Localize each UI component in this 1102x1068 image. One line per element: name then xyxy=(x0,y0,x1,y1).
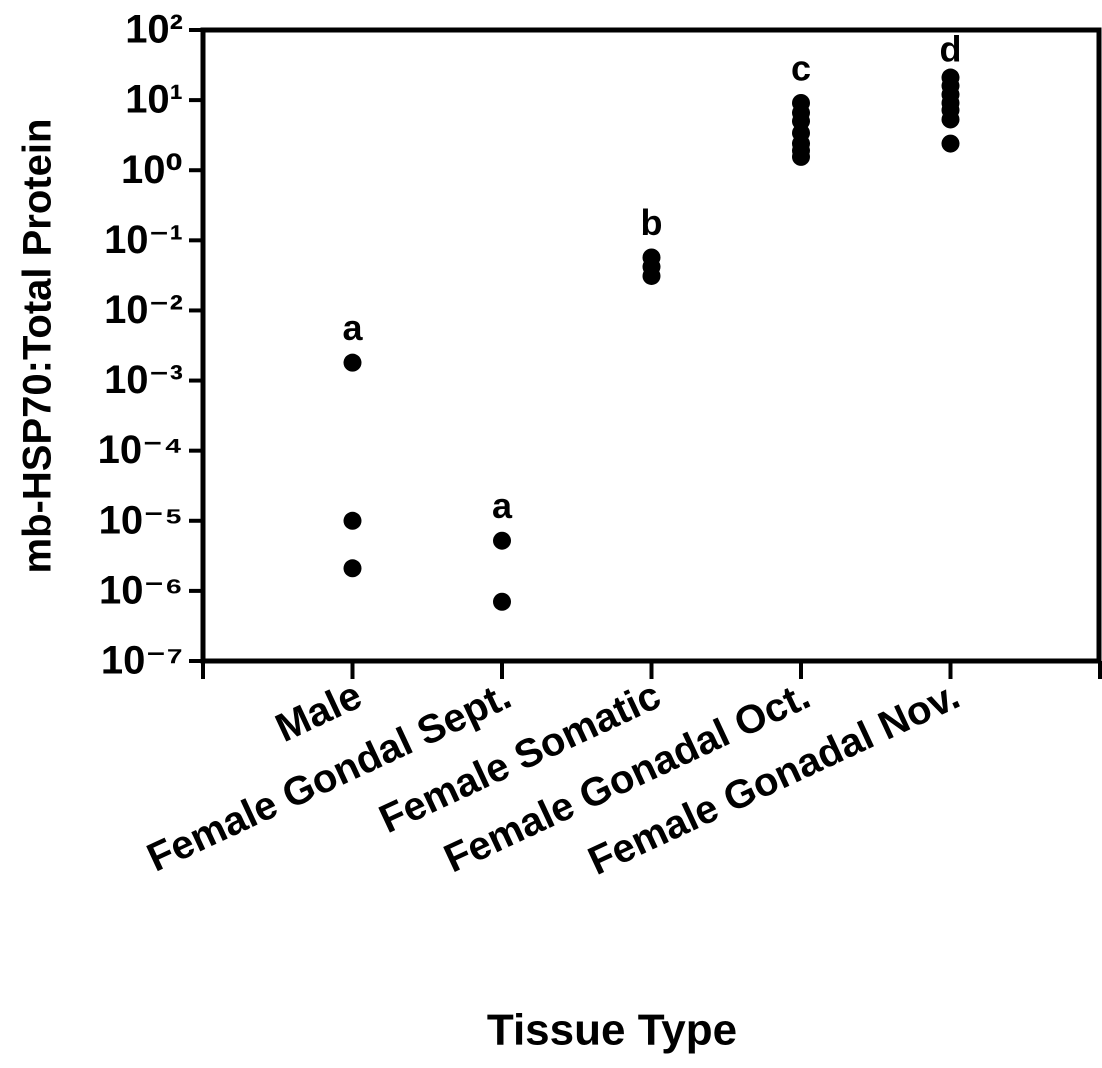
point xyxy=(343,511,362,530)
y-tick-label: 10⁻⁶ xyxy=(99,568,183,612)
y-tick-label: 10¹ xyxy=(125,78,183,122)
x-axis-label: Tissue Type xyxy=(487,1006,737,1055)
point xyxy=(941,110,960,129)
y-tick-label: 10⁻² xyxy=(104,288,183,332)
point xyxy=(493,592,511,611)
y-tick-label: 10⁻³ xyxy=(104,358,183,402)
group-label: b xyxy=(641,202,663,243)
plot-frame xyxy=(200,27,1102,664)
point xyxy=(642,266,661,285)
y-axis-label: mb-HSP70:Total Protein xyxy=(16,119,60,574)
group-label: c xyxy=(791,47,811,88)
point xyxy=(792,147,810,166)
group-label: a xyxy=(492,485,513,526)
x-tick-label: Male xyxy=(269,673,368,750)
group-label: a xyxy=(342,307,363,348)
y-tick-label: 10⁻¹ xyxy=(104,218,183,262)
point xyxy=(343,353,362,372)
y-tick-label: 10⁻⁵ xyxy=(99,498,183,542)
y-tick-label: 10⁻⁴ xyxy=(98,428,183,472)
y-tick-label: 10⁻⁷ xyxy=(101,639,183,683)
y-tick-label: 10⁰ xyxy=(121,148,183,192)
group-label: d xyxy=(940,29,962,70)
y-tick-label: 10² xyxy=(125,8,183,52)
point xyxy=(343,559,362,578)
point xyxy=(493,531,511,550)
point xyxy=(941,134,960,153)
